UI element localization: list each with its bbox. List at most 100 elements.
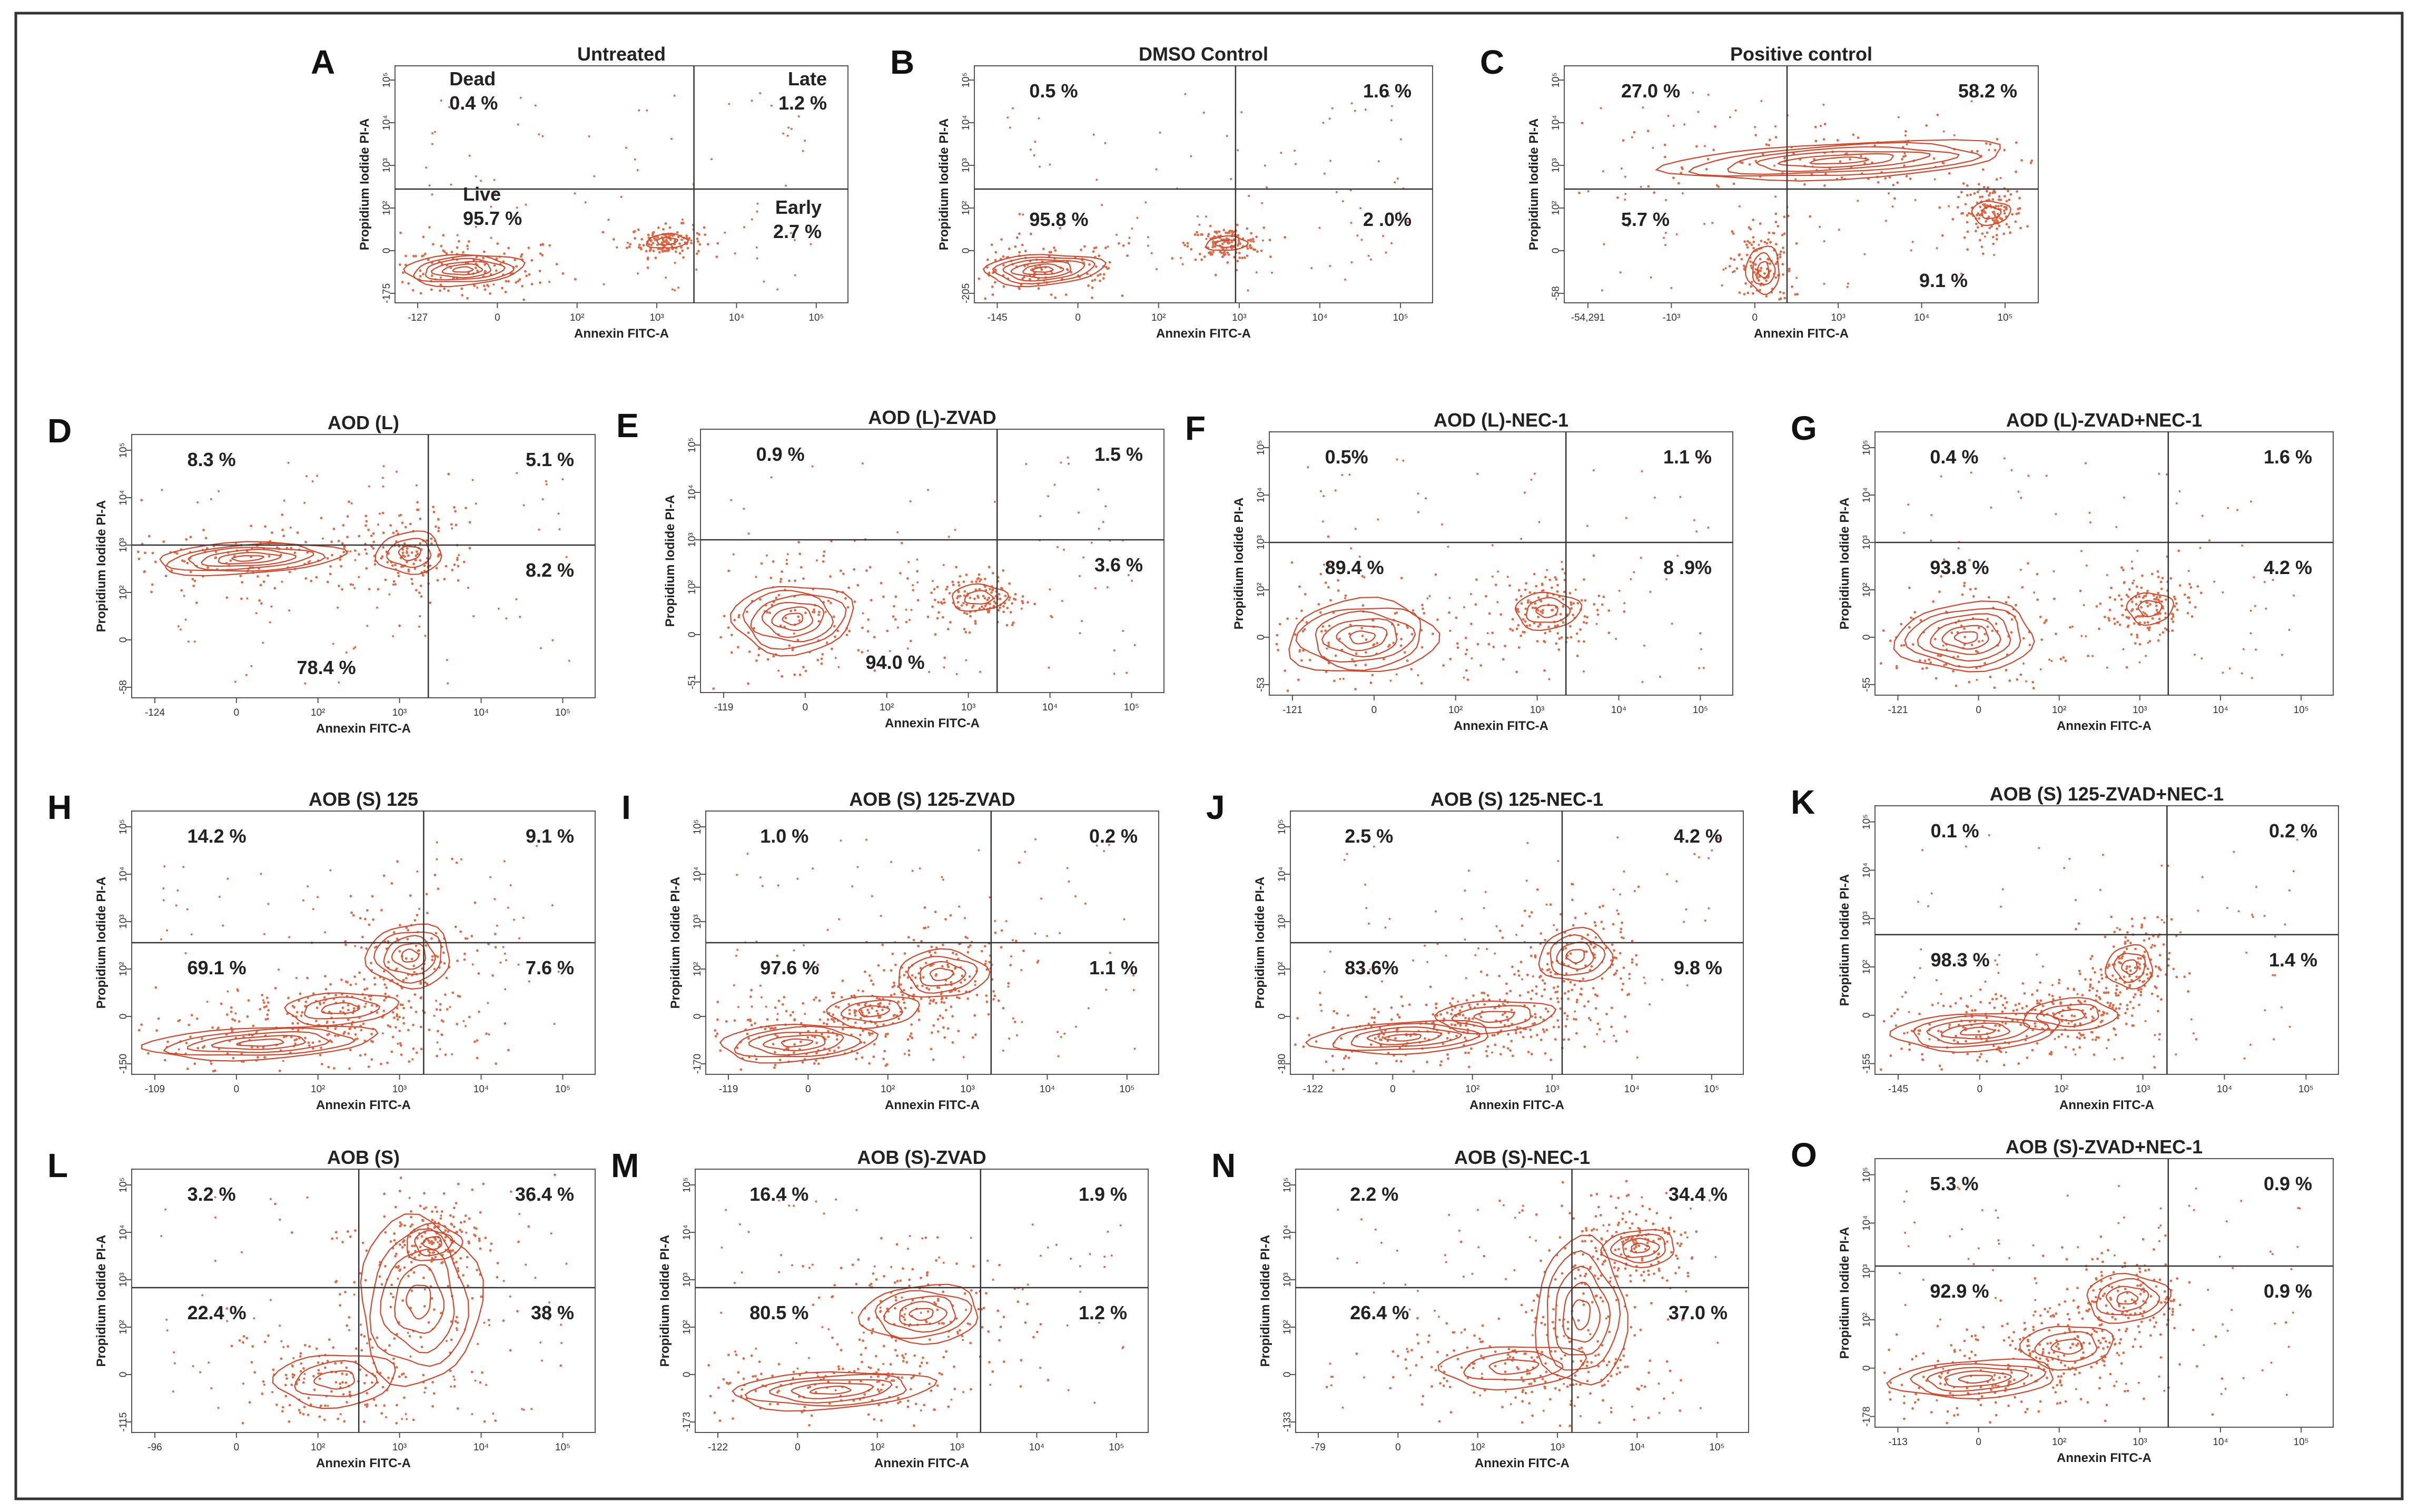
event-dot — [1554, 625, 1557, 628]
event-dot — [548, 244, 551, 247]
event-dot — [798, 552, 802, 556]
event-dot — [1625, 517, 1627, 519]
event-dot — [347, 550, 349, 552]
event-dot — [2003, 205, 2006, 209]
event-dot — [894, 618, 897, 621]
event-dot — [1324, 629, 1327, 632]
event-dot — [861, 651, 864, 654]
event-dot — [1116, 233, 1118, 236]
event-dot — [2033, 591, 2036, 594]
event-dot — [1002, 285, 1005, 288]
event-dot — [1928, 658, 1931, 661]
event-dot — [437, 1030, 439, 1033]
event-dot — [395, 967, 398, 970]
y-tick-label: 10⁴ — [687, 485, 698, 500]
event-dot — [1326, 647, 1328, 650]
event-dot — [1048, 251, 1051, 254]
event-dot — [468, 521, 471, 524]
contour-line — [1893, 600, 2035, 673]
event-dot — [682, 256, 685, 259]
event-dot — [1011, 624, 1014, 626]
contour-line — [452, 266, 474, 273]
event-dot — [1564, 947, 1567, 950]
y-tick-label: -155 — [1861, 1054, 1872, 1074]
event-dot — [760, 996, 763, 999]
event-dot — [882, 1058, 885, 1060]
contour-line — [235, 1038, 285, 1047]
event-dot — [932, 580, 934, 582]
event-dot — [184, 618, 187, 621]
event-dot — [445, 976, 448, 980]
event-dot — [2157, 591, 2160, 595]
event-dot — [408, 1000, 410, 1003]
event-dot — [504, 291, 507, 293]
contour-line — [782, 612, 803, 626]
event-dot — [211, 1026, 214, 1029]
event-dot — [413, 971, 416, 974]
event-dot — [1581, 937, 1584, 940]
y-tick-label: 10⁴ — [1861, 863, 1872, 878]
event-dot — [324, 931, 327, 934]
event-dot — [155, 1029, 158, 1032]
event-dot — [1128, 236, 1131, 239]
event-dot — [307, 997, 309, 999]
event-dot — [956, 601, 960, 604]
event-dot — [2160, 600, 2164, 603]
event-dot — [2263, 581, 2266, 583]
event-dot — [1328, 625, 1331, 627]
event-dot — [435, 1008, 438, 1011]
event-dot — [2199, 547, 2202, 549]
event-dot — [801, 1061, 804, 1064]
event-dot — [182, 866, 185, 868]
event-dot — [961, 974, 964, 977]
event-dot — [906, 976, 910, 979]
event-dot — [1615, 969, 1618, 972]
event-dot — [626, 241, 629, 244]
event-dot — [1518, 994, 1522, 997]
event-dot — [1344, 597, 1346, 599]
event-dot — [1729, 116, 1731, 118]
event-dot — [1323, 172, 1326, 175]
contour-line — [1383, 1033, 1422, 1042]
event-dot — [403, 555, 407, 558]
event-dot — [1904, 130, 1907, 133]
event-dot — [401, 521, 404, 525]
event-dot — [431, 143, 433, 145]
event-dot — [1586, 616, 1589, 619]
event-dot — [1230, 241, 1233, 243]
event-dot — [955, 996, 959, 999]
event-dot — [1699, 632, 1702, 635]
event-dot — [838, 918, 841, 921]
event-dot — [415, 550, 418, 553]
event-dot — [942, 564, 945, 566]
event-dot — [1989, 675, 1991, 678]
event-dot — [976, 595, 979, 598]
event-dot — [2034, 1022, 2037, 1025]
event-dot — [910, 986, 913, 990]
event-dot — [1537, 596, 1540, 599]
event-dot — [1758, 243, 1760, 246]
y-tick-label: 10⁵ — [1551, 72, 1562, 87]
event-dot — [1731, 271, 1734, 273]
event-dot — [1333, 1010, 1336, 1013]
quadrant-ll-label: 93.8 % — [1930, 557, 1989, 578]
event-dot — [1404, 651, 1406, 654]
event-dot — [958, 996, 961, 1000]
event-dot — [392, 931, 396, 934]
event-dot — [1562, 621, 1565, 624]
y-tick-label: 10⁴ — [1256, 487, 1267, 502]
event-dot — [1988, 226, 1991, 230]
event-dot — [2052, 570, 2055, 572]
event-dot — [1126, 254, 1129, 257]
event-dot — [1218, 230, 1221, 233]
event-dot — [893, 981, 895, 984]
event-dot — [475, 502, 477, 505]
event-dot — [1319, 490, 1322, 492]
event-dot — [868, 566, 872, 569]
event-dot — [344, 943, 347, 946]
event-dot — [450, 183, 452, 186]
event-dot — [1108, 844, 1110, 846]
event-dot — [625, 146, 627, 149]
event-dot — [1022, 950, 1025, 952]
event-dot — [833, 625, 836, 628]
